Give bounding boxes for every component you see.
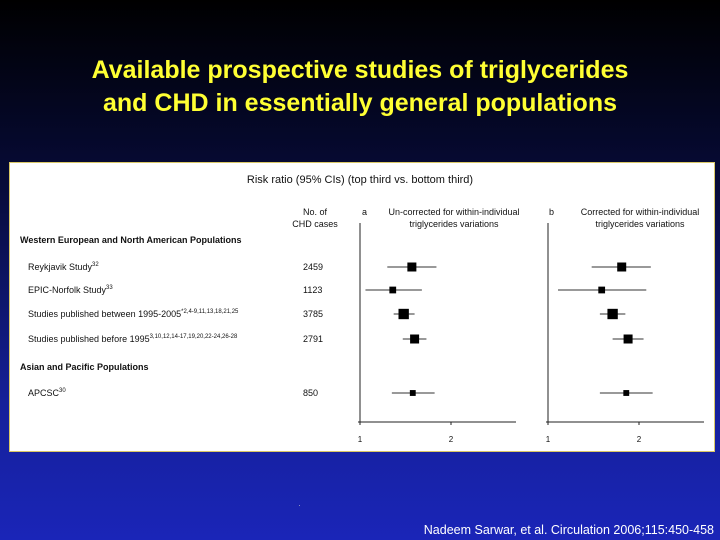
panel-b-letter: b (549, 207, 554, 217)
study-cases: 2459 (303, 262, 323, 272)
decorative-dot (299, 505, 300, 506)
panel-a-tick-label-1: 1 (358, 435, 363, 444)
estimate-marker-b (623, 390, 630, 396)
panel-a-title-line-2: triglycerides variations (409, 219, 499, 229)
group-label-2: Asian and Pacific Populations (20, 362, 149, 372)
slide-title-line-1: Available prospective studies of triglyc… (91, 56, 629, 84)
study-superscript: 3,10,12,14-17,19,20,22-24,26-28 (150, 334, 238, 340)
study-label: Studies published before 19953,10,12,14-… (28, 334, 238, 344)
panel-b-title-line-2: triglycerides variations (595, 219, 685, 229)
study-superscript: *2,4-9,11,13,18,21,25 (181, 309, 239, 315)
study-cases: 1123 (303, 285, 322, 295)
estimate-marker-a (407, 262, 417, 272)
slide-title-line-2: and CHD in essentially general populatio… (103, 89, 617, 117)
panel-a-tick-label-2: 2 (449, 435, 454, 444)
study-superscript: 30 (59, 388, 66, 394)
estimate-marker-a (410, 334, 420, 344)
estimate-marker-a (389, 286, 397, 294)
citation: Nadeem Sarwar, et al. Circulation 2006;1… (423, 523, 714, 537)
cases-header-line-1: No. of (303, 207, 328, 217)
forest-plot-panel: Risk ratio (95% CIs) (top third vs. bott… (9, 162, 715, 452)
panel-b-title-line-1: Corrected for within-individual (581, 207, 700, 217)
study-label: Studies published between 1995-2005*2,4-… (28, 309, 239, 319)
panel-b-tick-label-2: 2 (637, 435, 642, 444)
panel-a-letter: a (362, 207, 367, 217)
study-label: EPIC-Norfolk Study33 (28, 285, 113, 295)
estimate-marker-b (598, 286, 606, 294)
estimate-marker-a (398, 308, 409, 320)
estimate-marker-a (409, 390, 416, 396)
group-label-1: Western European and North American Popu… (20, 235, 242, 245)
cases-header-line-2: CHD cases (292, 219, 338, 229)
forest-plot-svg: Risk ratio (95% CIs) (top third vs. bott… (20, 174, 704, 444)
study-cases: 2791 (303, 334, 323, 344)
study-label: Reykjavik Study32 (28, 262, 99, 272)
study-superscript: 33 (106, 285, 113, 291)
estimate-marker-b (617, 262, 627, 272)
estimate-marker-b (623, 334, 633, 344)
study-cases: 850 (303, 388, 318, 398)
slide-title: Available prospective studies of triglyc… (20, 54, 700, 120)
study-cases: 3785 (303, 309, 323, 319)
study-label: APCSC30 (28, 388, 66, 398)
panel-b-tick-label-1: 1 (546, 435, 551, 444)
estimate-marker-b (607, 308, 618, 320)
panel-a-title-line-1: Un-corrected for within-individual (388, 207, 519, 217)
study-superscript: 32 (92, 262, 99, 268)
chart-title: Risk ratio (95% CIs) (top third vs. bott… (247, 174, 473, 186)
